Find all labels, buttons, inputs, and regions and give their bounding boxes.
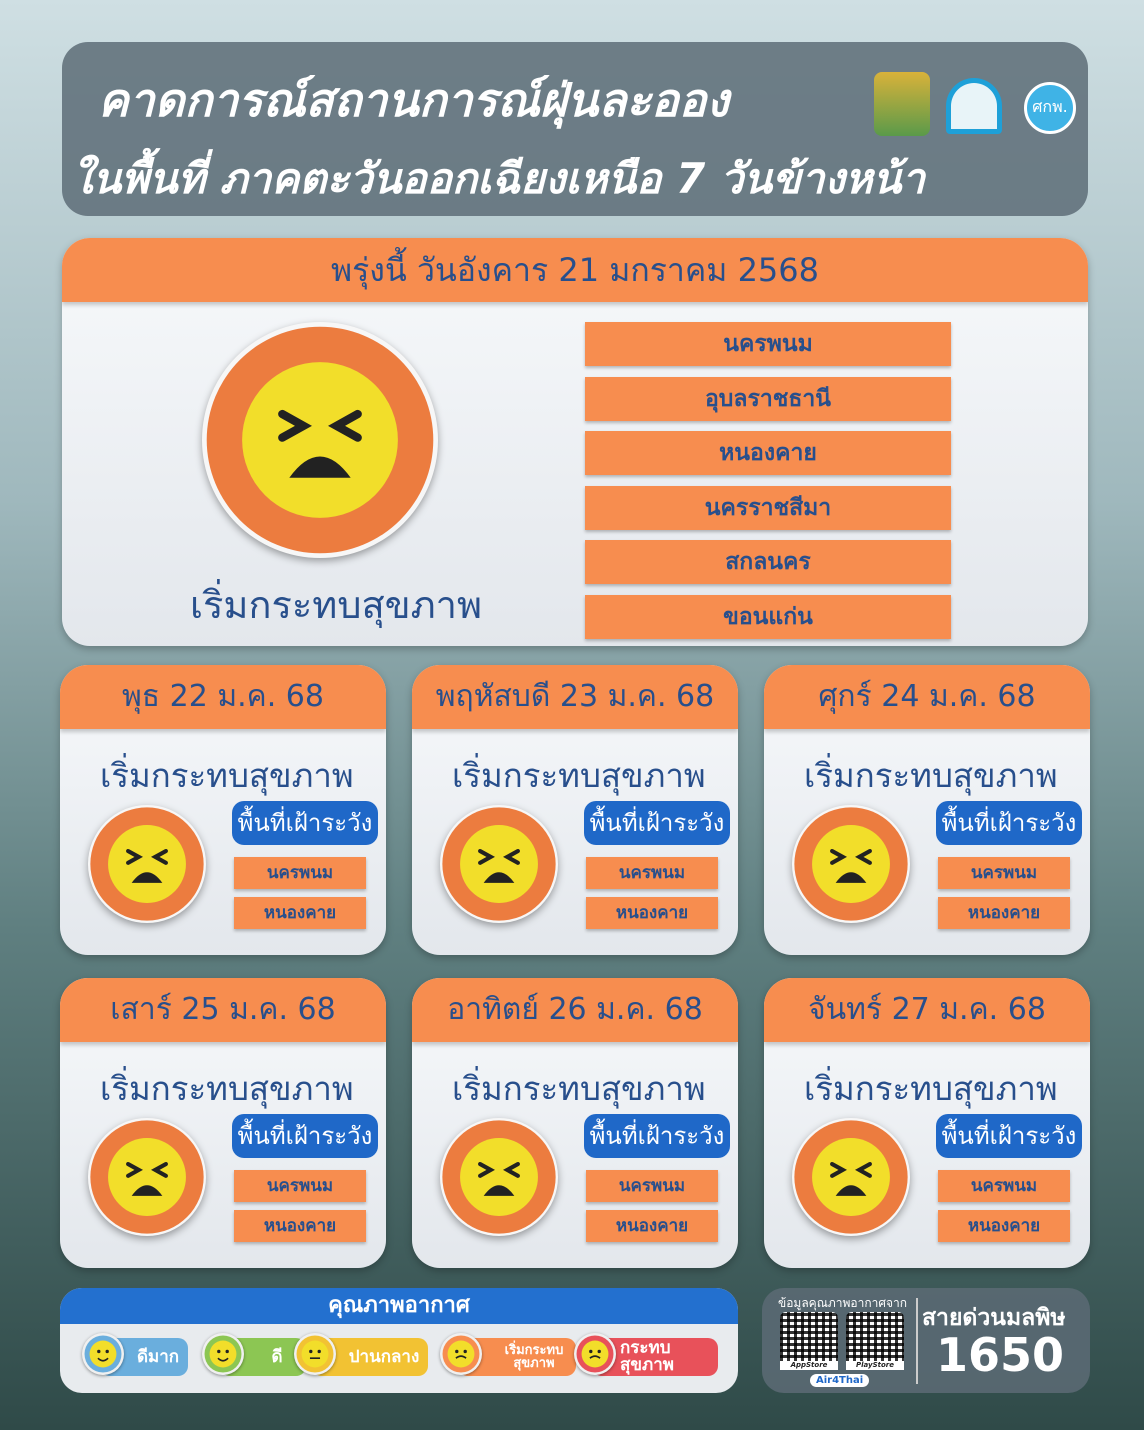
- legend-face-icon: [294, 1333, 336, 1375]
- tomorrow-date: พรุ่งนี้ วันอังคาร 21 มกราคม 2568: [62, 238, 1088, 302]
- day-status: เริ่มกระทบสุขภาพ: [100, 756, 354, 795]
- day-status: เริ่มกระทบสุขภาพ: [452, 1069, 706, 1108]
- legend-face-icon: [574, 1333, 616, 1375]
- hotline-panel: ข้อมูลคุณภาพอากาศจาก AppStore PlayStore …: [762, 1288, 1090, 1393]
- hotline-number: 1650: [936, 1328, 1065, 1382]
- pcd-logo: [946, 78, 1002, 134]
- province-tag: หนองคาย: [234, 1210, 366, 1242]
- legend-title: คุณภาพอากาศ: [60, 1288, 738, 1324]
- qr-appstore[interactable]: [780, 1312, 838, 1370]
- province-tag: หนองคาย: [586, 1210, 718, 1242]
- tomorrow-card: พรุ่งนี้ วันอังคาร 21 มกราคม 2568 เริ่มก…: [62, 238, 1088, 646]
- skp-logo: ศกพ.: [1024, 82, 1076, 134]
- legend-face-icon: [82, 1333, 124, 1375]
- watch-area-badge: พื้นที่เฝ้าระวัง: [584, 801, 730, 845]
- health-impact-face-icon: [792, 1118, 910, 1236]
- day-date: อาทิตย์ 26 ม.ค. 68: [412, 978, 738, 1042]
- watch-area-badge: พื้นที่เฝ้าระวัง: [584, 1114, 730, 1158]
- province-tag: นครพนม: [586, 857, 718, 889]
- province-tag: นครพนม: [938, 857, 1070, 889]
- legend-face-icon: [202, 1333, 244, 1375]
- title-banner: คาดการณ์สถานการณ์ฝุ่นละออง ในพื้นที่ ภาค…: [62, 42, 1088, 216]
- day-card: พฤหัสบดี 23 ม.ค. 68 เริ่มกระทบสุขภาพ พื้…: [412, 665, 738, 955]
- day-card: เสาร์ 25 ม.ค. 68 เริ่มกระทบสุขภาพ พื้นที…: [60, 978, 386, 1268]
- province-tag: นครพนม: [586, 1170, 718, 1202]
- day-date: ศุกร์ 24 ม.ค. 68: [764, 665, 1090, 729]
- health-impact-face-icon: [440, 1118, 558, 1236]
- watch-area-badge: พื้นที่เฝ้าระวัง: [936, 801, 1082, 845]
- day-card: พุธ 22 ม.ค. 68 เริ่มกระทบสุขภาพ พื้นที่เ…: [60, 665, 386, 955]
- air4thai-badge: Air4Thai: [810, 1374, 870, 1387]
- province-tag: นครพนม: [234, 1170, 366, 1202]
- province-tag: นครพนม: [585, 322, 951, 366]
- legend-face-icon: [440, 1333, 482, 1375]
- qr-appstore-label: AppStore: [780, 1361, 838, 1370]
- day-date: พุธ 22 ม.ค. 68: [60, 665, 386, 729]
- day-card: อาทิตย์ 26 ม.ค. 68 เริ่มกระทบสุขภาพ พื้น…: [412, 978, 738, 1268]
- watch-area-badge: พื้นที่เฝ้าระวัง: [936, 1114, 1082, 1158]
- province-tag: อุบลราชธานี: [585, 376, 951, 421]
- province-tag: หนองคาย: [938, 1210, 1070, 1242]
- day-status: เริ่มกระทบสุขภาพ: [100, 1069, 354, 1108]
- province-tag: หนองคาย: [586, 897, 718, 929]
- day-card: ศุกร์ 24 ม.ค. 68 เริ่มกระทบสุขภาพ พื้นที…: [764, 665, 1090, 955]
- health-impact-face-icon: [792, 805, 910, 923]
- hotline-title: สายด่วนมลพิษ: [922, 1305, 1066, 1331]
- source-label: ข้อมูลคุณภาพอากาศจาก: [778, 1296, 907, 1310]
- health-impact-face-icon: [202, 322, 438, 558]
- day-date: จันทร์ 27 ม.ค. 68: [764, 978, 1090, 1042]
- province-tag: หนองคาย: [234, 897, 366, 929]
- title-line2: ในพื้นที่ ภาคตะวันออกเฉียงเหนือ 7 วันข้า…: [72, 154, 925, 203]
- day-date: พฤหัสบดี 23 ม.ค. 68: [412, 665, 738, 729]
- province-tag: นครพนม: [234, 857, 366, 889]
- qr-playstore[interactable]: [846, 1312, 904, 1370]
- day-status: เริ่มกระทบสุขภาพ: [804, 1069, 1058, 1108]
- province-tag: ขอนแก่น: [585, 594, 951, 639]
- province-tag: สกลนคร: [585, 540, 951, 584]
- day-card: จันทร์ 27 ม.ค. 68 เริ่มกระทบสุขภาพ พื้นท…: [764, 978, 1090, 1268]
- province-tag: นครพนม: [938, 1170, 1070, 1202]
- qr-playstore-label: PlayStore: [846, 1361, 904, 1370]
- provincial-seal-logo: [874, 72, 930, 136]
- province-tag: หนองคาย: [938, 897, 1070, 929]
- watch-area-badge: พื้นที่เฝ้าระวัง: [232, 801, 378, 845]
- province-tag: หนองคาย: [585, 431, 951, 475]
- day-status: เริ่มกระทบสุขภาพ: [804, 756, 1058, 795]
- day-date: เสาร์ 25 ม.ค. 68: [60, 978, 386, 1042]
- divider: [916, 1298, 918, 1384]
- tomorrow-status: เริ่มกระทบสุขภาพ: [190, 583, 483, 627]
- health-impact-face-icon: [88, 1118, 206, 1236]
- health-impact-face-icon: [440, 805, 558, 923]
- province-tag: นครราชสีมา: [585, 485, 951, 530]
- watch-area-badge: พื้นที่เฝ้าระวัง: [232, 1114, 378, 1158]
- day-status: เริ่มกระทบสุขภาพ: [452, 756, 706, 795]
- air-quality-legend: คุณภาพอากาศ ดีมาก ดี ปานกลาง เริ่มกระทบส…: [60, 1288, 738, 1393]
- health-impact-face-icon: [88, 805, 206, 923]
- title-line1: คาดการณ์สถานการณ์ฝุ่นละออง: [98, 73, 729, 127]
